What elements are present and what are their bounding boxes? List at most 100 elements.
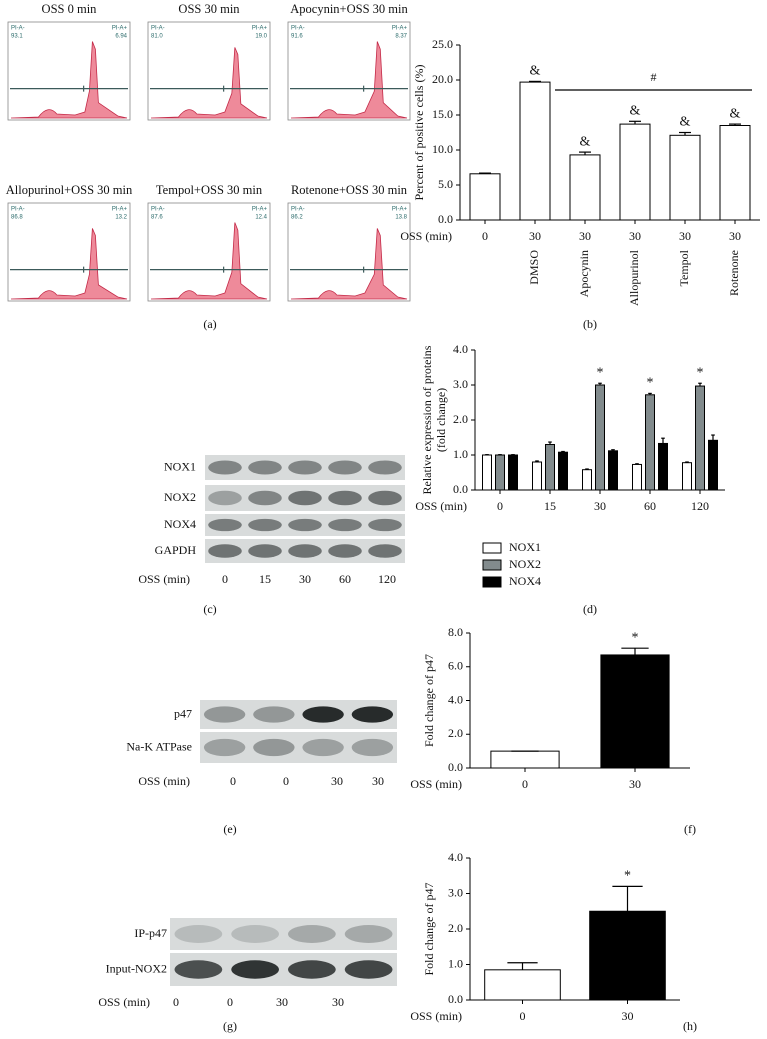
bar [708, 439, 718, 491]
gate-value: 81.0 [151, 34, 163, 40]
gate-value: 13.8 [395, 215, 407, 221]
gate-label: PI-A- [291, 207, 305, 213]
significance-mark: & [630, 104, 641, 119]
blot-row-label: IP-p47 [134, 926, 167, 940]
gate-value: 93.1 [11, 34, 23, 40]
blot-band [248, 460, 282, 475]
significance-mark: & [580, 134, 591, 149]
y-tick-label: 3.0 [453, 377, 468, 391]
y-tick-label: 1.0 [453, 447, 468, 461]
significance-mark: * [597, 365, 604, 380]
histogram [290, 228, 408, 300]
x-axis-label: OSS (min) [410, 1009, 462, 1023]
x-tick-label: 30 [729, 229, 741, 243]
significance-mark: * [647, 376, 654, 391]
x-tick-label: 60 [644, 499, 656, 513]
y-tick-label: 15.0 [432, 107, 453, 121]
gate-value: 13.2 [115, 215, 127, 221]
flow-title: Tempol+OSS 30 min [156, 183, 263, 197]
y-tick-label: 10.0 [432, 142, 453, 156]
bar [632, 463, 642, 491]
blot-band [231, 960, 279, 979]
bar [490, 750, 560, 769]
bar [608, 450, 618, 491]
significance-mark: * [624, 869, 631, 884]
blot-band [368, 490, 402, 506]
flow-plot-frame [7, 202, 131, 302]
blot-band [288, 960, 336, 979]
blot-band [328, 544, 362, 558]
lane-label: 0 [283, 774, 289, 788]
treatment-label: Tempol [677, 249, 691, 286]
legend-label: NOX1 [509, 540, 541, 554]
bar [682, 462, 692, 491]
gate-value: 87.6 [151, 215, 163, 221]
treatment-label: DMSO [527, 250, 541, 285]
gate-value: 91.6 [291, 34, 303, 40]
lane-label: 15 [259, 572, 271, 586]
flow-title: OSS 0 min [42, 2, 98, 16]
blot-band [203, 738, 246, 757]
bar [669, 134, 701, 221]
x-tick-label: 30 [679, 229, 691, 243]
y-tick-label: 0.0 [448, 760, 463, 774]
y-tick-label: 2.0 [448, 726, 463, 740]
blot-band [344, 925, 393, 943]
y-tick-label: 6.0 [448, 659, 463, 673]
x-tick-label: 30 [579, 229, 591, 243]
lane-label: 120 [378, 572, 396, 586]
blot-band [208, 460, 242, 475]
gate-label: PI-A+ [392, 207, 408, 213]
x-axis-label: OSS (min) [415, 499, 467, 513]
gate-label: PI-A- [291, 26, 305, 32]
gate-label: PI-A+ [252, 26, 268, 32]
x-tick-label: 30 [629, 777, 641, 791]
y-tick-label: 1.0 [448, 956, 463, 970]
gate-value: 86.2 [291, 215, 303, 221]
y-axis-label: (fold change) [434, 388, 448, 452]
y-tick-label: 3.0 [448, 885, 463, 899]
bar [469, 173, 501, 221]
x-tick-label: 0 [520, 1009, 526, 1023]
blot-band [351, 738, 394, 757]
gate-value: 86.8 [11, 215, 23, 221]
panel-label: (d) [583, 602, 597, 616]
bar [695, 385, 705, 491]
gate-value: 8.37 [395, 34, 407, 40]
blot-row-label: Na-K ATPase [126, 739, 192, 753]
flow-plot-frame [147, 202, 271, 302]
bar [569, 154, 601, 221]
histogram [10, 41, 128, 119]
blot-row-label: NOX2 [164, 490, 196, 504]
gate-label: PI-A- [151, 26, 165, 32]
bar [508, 454, 518, 491]
blot-band [288, 925, 336, 943]
significance-mark: & [730, 106, 741, 121]
bar [719, 125, 751, 221]
flow-title: Rotenone+OSS 30 min [291, 183, 408, 197]
flow-title: Apocynin+OSS 30 min [290, 2, 408, 16]
gate-label: PI-A+ [392, 26, 408, 32]
gate-label: PI-A+ [252, 207, 268, 213]
x-tick-label: 0 [522, 777, 528, 791]
gate-value: 19.0 [255, 34, 267, 40]
gate-value: 6.94 [115, 34, 127, 40]
blot-band [328, 460, 362, 475]
bar [645, 394, 655, 491]
blot-band [253, 738, 295, 757]
blot-band [231, 925, 279, 943]
bracket-label: # [651, 70, 657, 84]
flow-plot-frame [147, 21, 271, 121]
y-tick-label: 25.0 [432, 37, 453, 51]
lane-label: 0 [173, 995, 179, 1009]
bar [658, 442, 668, 491]
lane-label: 30 [331, 774, 343, 788]
gate-label: PI-A- [11, 207, 25, 213]
blot-band [288, 544, 322, 558]
legend-label: NOX2 [509, 557, 541, 571]
x-tick-label: 30 [629, 229, 641, 243]
blot-row-label: NOX1 [164, 459, 196, 473]
bar [595, 384, 605, 491]
blot-x-label: OSS (min) [138, 572, 190, 586]
